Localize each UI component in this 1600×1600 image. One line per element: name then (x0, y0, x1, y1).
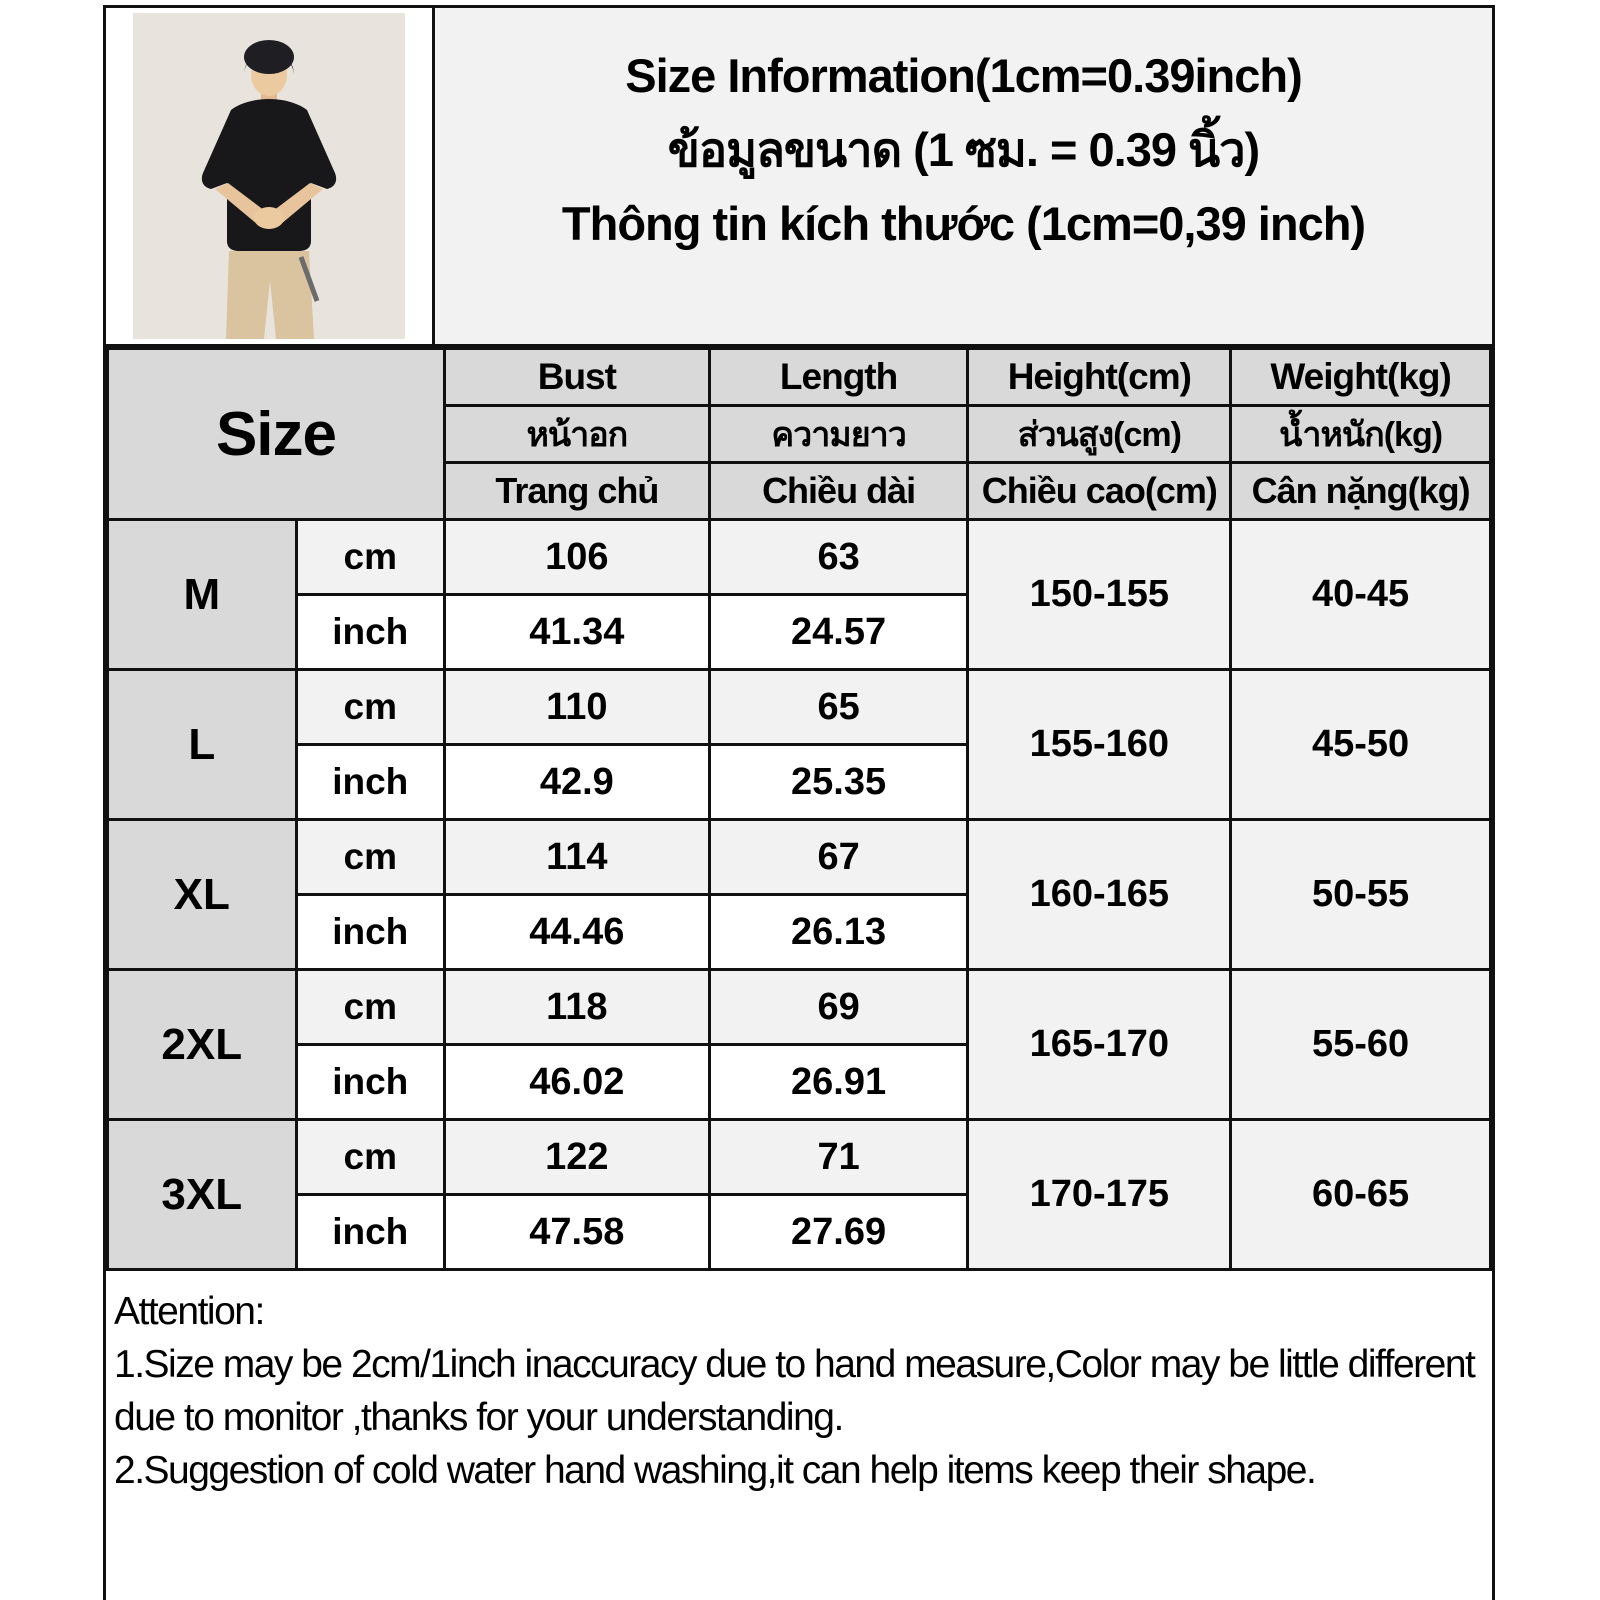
bust-cm-value: 114 (442, 818, 711, 896)
length-cm-value: 63 (707, 518, 970, 596)
table-row: M cm 106 63 150-155 40-45 (106, 518, 1492, 671)
unit-inch: inch (294, 893, 446, 971)
weight-range: 55-60 (1229, 968, 1492, 1121)
unit-cm: cm (294, 968, 446, 1046)
length-inch-value: 24.57 (707, 593, 970, 671)
height-range: 160-165 (966, 818, 1233, 971)
size-label-m: M (106, 518, 298, 671)
header-row-thai: หน้าอก ความยาว ส่วนสูง(cm) น้ำหนัก(kg) (108, 404, 1492, 464)
title-english: Size Information(1cm=0.39inch) (625, 49, 1302, 103)
title-thai: ข้อมูลขนาด (1 ซม. = 0.39 นิ้ว) (667, 123, 1260, 177)
size-label-2xl: 2XL (106, 968, 298, 1121)
bust-inch-value: 42.9 (442, 743, 711, 821)
table-row: inch 44.46 26.13 (108, 893, 1491, 971)
size-chart-sheet: Size Information(1cm=0.39inch) ข้อมูลขนา… (103, 5, 1495, 1600)
size-table: Size Bust Length Height(cm) Weight(kg) ห… (106, 347, 1492, 1271)
unit-inch: inch (294, 1043, 446, 1121)
col-header-bust-th: หน้าอก (442, 404, 711, 464)
attention-heading: Attention: (114, 1290, 265, 1333)
col-header-weight: Weight(kg) (1229, 347, 1492, 407)
col-header-height: Height(cm) (966, 347, 1233, 407)
attention-note-1-cont: due to monitor ,thanks for your understa… (114, 1396, 844, 1439)
col-header-bust-vi: Trang chủ (442, 461, 711, 521)
length-cm-value: 69 (707, 968, 970, 1046)
unit-inch: inch (294, 1193, 446, 1271)
unit-inch: inch (294, 593, 446, 671)
table-row: inch 42.9 25.35 (108, 743, 1491, 821)
attention-note-2: 2.Suggestion of cold water hand washing,… (114, 1449, 1317, 1492)
attention-note-1: 1.Size may be 2cm/1inch inaccuracy due t… (114, 1343, 1476, 1386)
model-photo (133, 13, 405, 339)
unit-cm: cm (294, 668, 446, 746)
bust-cm-value: 118 (442, 968, 711, 1046)
weight-range: 40-45 (1229, 518, 1492, 671)
bust-inch-value: 41.34 (442, 593, 711, 671)
title-vietnamese: Thông tin kích thước (1cm=0,39 inch) (561, 196, 1366, 250)
header-row-vietnamese: Trang chủ Chiều dài Chiều cao(cm) Cân nặ… (108, 461, 1492, 521)
size-label-l: L (106, 668, 298, 821)
size-label-3xl: 3XL (106, 1118, 298, 1271)
unit-inch: inch (294, 743, 446, 821)
weight-range: 60-65 (1229, 1118, 1492, 1271)
length-cm-value: 65 (707, 668, 970, 746)
table-row: XL cm 114 67 160-165 50-55 (106, 818, 1492, 971)
weight-range: 45-50 (1229, 668, 1492, 821)
unit-cm: cm (294, 1118, 446, 1196)
col-header-length-th: ความยาว (707, 404, 970, 464)
attention-section: Attention: 1.Size may be 2cm/1inch inacc… (106, 1271, 1492, 1600)
bust-cm-value: 110 (442, 668, 711, 746)
model-photo-cell (106, 8, 435, 344)
col-header-length-vi: Chiều dài (707, 461, 970, 521)
bust-cm-value: 122 (442, 1118, 711, 1196)
height-range: 170-175 (966, 1118, 1233, 1271)
col-header-height-th: ส่วนสูง(cm) (966, 404, 1233, 464)
col-header-weight-vi: Cân nặng(kg) (1229, 461, 1492, 521)
length-inch-value: 27.69 (707, 1193, 970, 1271)
length-inch-value: 26.13 (707, 893, 970, 971)
length-cm-value: 67 (707, 818, 970, 896)
unit-cm: cm (294, 818, 446, 896)
table-row: inch 47.58 27.69 (108, 1193, 1491, 1271)
bust-inch-value: 46.02 (442, 1043, 711, 1121)
top-block: Size Information(1cm=0.39inch) ข้อมูลขนา… (106, 8, 1492, 347)
weight-range: 50-55 (1229, 818, 1492, 971)
length-inch-value: 26.91 (707, 1043, 970, 1121)
col-header-length: Length (707, 347, 970, 407)
bust-cm-value: 106 (442, 518, 711, 596)
table-row: 2XL cm 118 69 165-170 55-60 (106, 968, 1492, 1121)
table-row: inch 46.02 26.91 (108, 1043, 1491, 1121)
length-inch-value: 25.35 (707, 743, 970, 821)
bust-inch-value: 44.46 (442, 893, 711, 971)
header-row-english: Size Bust Length Height(cm) Weight(kg) (106, 347, 1492, 521)
title-cell: Size Information(1cm=0.39inch) ข้อมูลขนา… (435, 8, 1492, 344)
size-header-cell: Size (106, 347, 446, 521)
col-header-height-vi: Chiều cao(cm) (966, 461, 1233, 521)
height-range: 155-160 (966, 668, 1233, 821)
size-label-xl: XL (106, 818, 298, 971)
height-range: 165-170 (966, 968, 1233, 1121)
table-row: inch 41.34 24.57 (108, 593, 1491, 671)
height-range: 150-155 (966, 518, 1233, 671)
length-cm-value: 71 (707, 1118, 970, 1196)
table-row: 3XL cm 122 71 170-175 60-65 (106, 1118, 1492, 1271)
col-header-weight-th: น้ำหนัก(kg) (1229, 404, 1492, 464)
table-row: L cm 110 65 155-160 45-50 (106, 668, 1492, 821)
col-header-bust: Bust (442, 347, 711, 407)
bust-inch-value: 47.58 (442, 1193, 711, 1271)
unit-cm: cm (294, 518, 446, 596)
